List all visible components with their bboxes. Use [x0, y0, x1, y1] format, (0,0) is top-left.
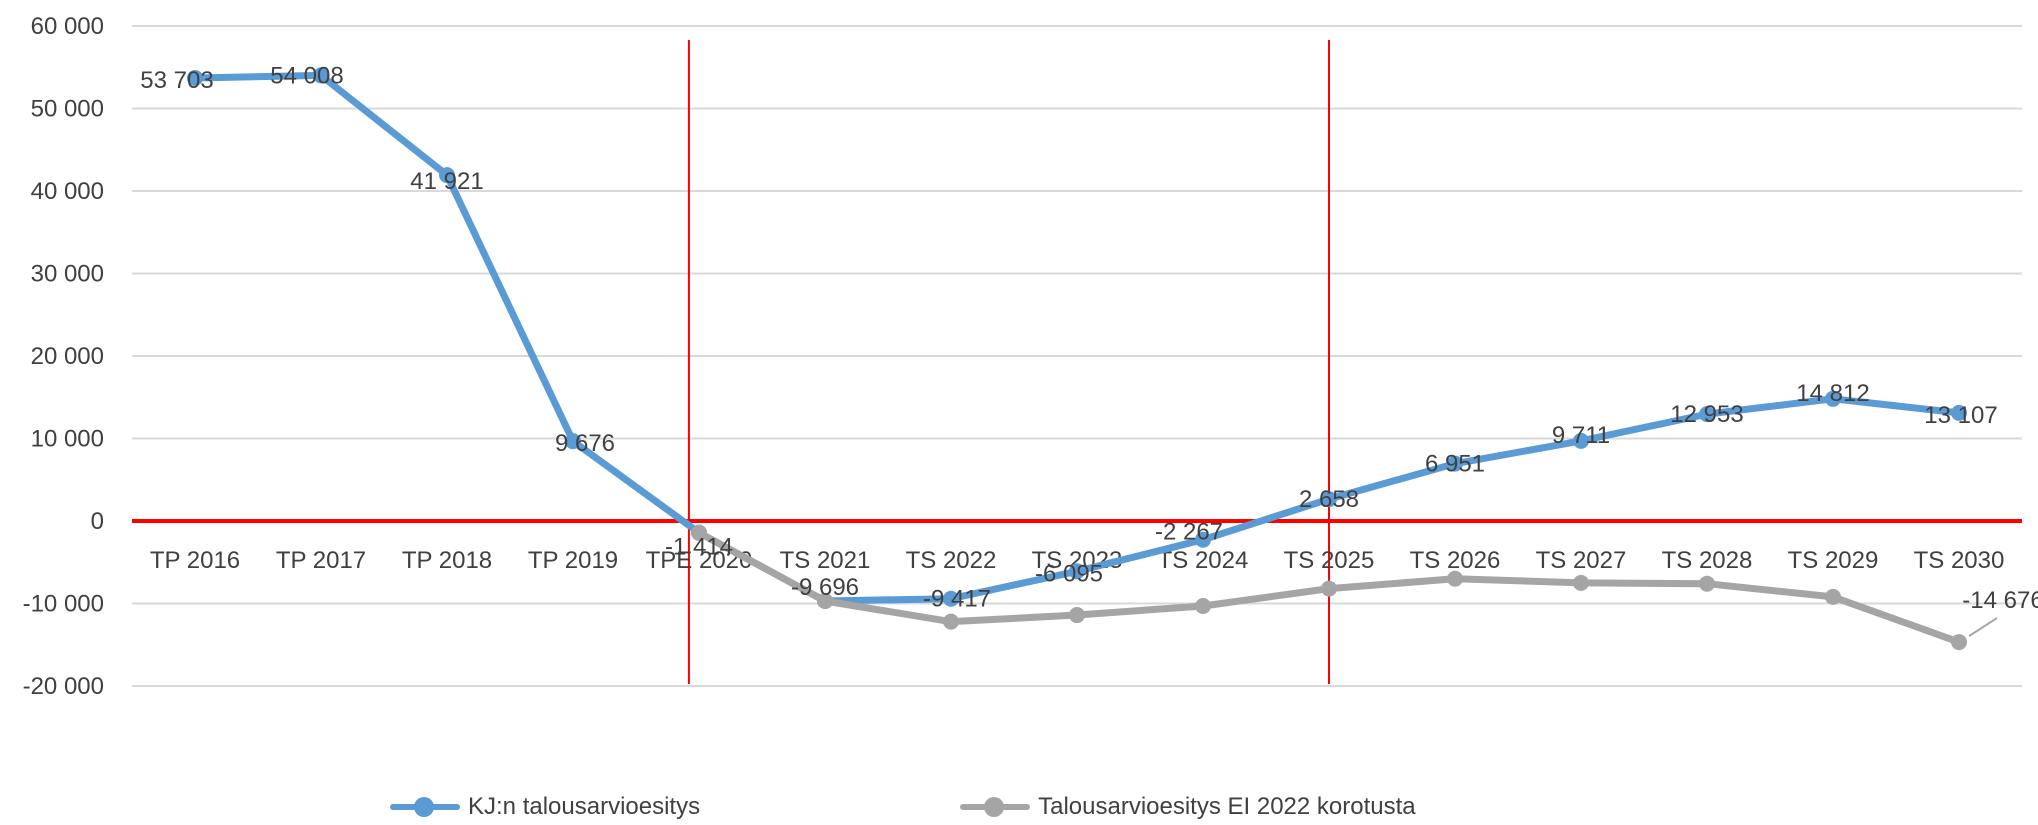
y-tick-label: -10 000	[23, 591, 104, 618]
data-point	[565, 433, 581, 450]
legend-label-series-1: KJ:n talousarvioesitys	[468, 793, 701, 820]
data-point	[1699, 575, 1715, 592]
data-label: 12 953	[1670, 401, 1743, 428]
data-label: -1 414	[665, 534, 733, 561]
data-point	[1447, 570, 1463, 587]
data-label: 13 107	[1924, 402, 1997, 429]
legend-swatch-series-2	[960, 797, 1031, 817]
data-labels: 53 703 54 008 41 921 9 676 -1 414 -9 696 -9 41…	[140, 62, 2038, 637]
data-label: 9 676	[555, 430, 615, 457]
y-tick-label: 0	[91, 508, 104, 535]
data-point	[1825, 588, 1841, 605]
data-point	[1447, 455, 1463, 472]
x-tick-label: TS 2024	[1158, 547, 1249, 574]
x-tick-label: TS 2027	[1536, 547, 1627, 574]
x-tick-label: TP 2017	[276, 547, 366, 574]
y-axis-ticks: 60 000 50 000 40 000 30 000 20 000 10 000 0 -10…	[23, 13, 104, 700]
data-point	[1195, 597, 1211, 614]
data-label: 6 951	[1425, 451, 1485, 478]
x-tick-label: TS 2025	[1284, 547, 1375, 574]
data-label: 9 711	[1552, 422, 1610, 449]
data-point	[1951, 404, 1967, 421]
y-tick-label: 20 000	[31, 343, 104, 370]
x-tick-label: TS 2022	[906, 547, 997, 574]
legend-item-series-1: KJ:n talousarvioesitys	[390, 793, 700, 821]
data-point	[1951, 634, 1967, 651]
leader-line	[1968, 617, 1998, 637]
data-label: 41 921	[410, 168, 483, 195]
gridlines	[132, 25, 2022, 687]
legend-label-series-2: Talousarvioesitys EI 2022 korotusta	[1038, 793, 1416, 820]
data-point	[1825, 390, 1841, 407]
y-tick-label: 40 000	[31, 178, 104, 205]
x-tick-label: TS 2030	[1914, 547, 2005, 574]
vertical-markers	[687, 40, 1330, 684]
y-tick-label: 60 000	[31, 13, 104, 40]
data-point	[1699, 406, 1715, 423]
data-label: -2 267	[1155, 519, 1223, 546]
data-label: -6 095	[1035, 560, 1103, 587]
data-point	[691, 524, 707, 541]
data-point	[1321, 580, 1337, 597]
data-label: 54 008	[270, 62, 343, 89]
data-label: -14 676	[1962, 587, 2038, 614]
x-tick-label: TS 2021	[780, 547, 871, 574]
data-point	[1573, 574, 1589, 591]
data-point	[1321, 491, 1337, 508]
data-label: 14 812	[1796, 380, 1869, 407]
legend: KJ:n talousarvioesitys Talousarvioesitys…	[390, 790, 1416, 824]
data-point	[187, 69, 203, 86]
x-tick-label: TP 2018	[402, 547, 492, 574]
data-label: 53 703	[140, 67, 213, 94]
legend-item-series-2: Talousarvioesitys EI 2022 korotusta	[960, 793, 1416, 821]
data-point	[1069, 563, 1085, 580]
y-tick-label: 30 000	[31, 261, 104, 288]
y-tick-label: -20 000	[23, 673, 104, 700]
y-tick-label: 50 000	[31, 96, 104, 123]
data-label: -9 696	[791, 574, 859, 601]
x-axis-ticks: TP 2016 TP 2017 TP 2018 TP 2019 TPE 2020 TS 2…	[150, 547, 2005, 574]
data-point	[439, 167, 455, 184]
legend-swatch-series-1	[390, 797, 460, 817]
data-point	[817, 592, 833, 609]
x-tick-label: TS 2026	[1410, 547, 1501, 574]
data-point	[1195, 531, 1211, 548]
data-label: 2 658	[1299, 486, 1359, 513]
data-point	[313, 67, 329, 84]
series-lines	[187, 67, 1967, 651]
x-tick-label: TP 2016	[150, 547, 240, 574]
data-point	[1069, 607, 1085, 624]
x-tick-label: TS 2028	[1662, 547, 1753, 574]
x-tick-label: TP 2019	[528, 547, 618, 574]
y-tick-label: 10 000	[31, 426, 104, 453]
data-point	[943, 590, 959, 607]
data-label: -9 417	[923, 586, 991, 613]
data-point	[943, 613, 959, 630]
x-tick-label: TS 2029	[1788, 547, 1879, 574]
data-point	[1573, 432, 1589, 449]
